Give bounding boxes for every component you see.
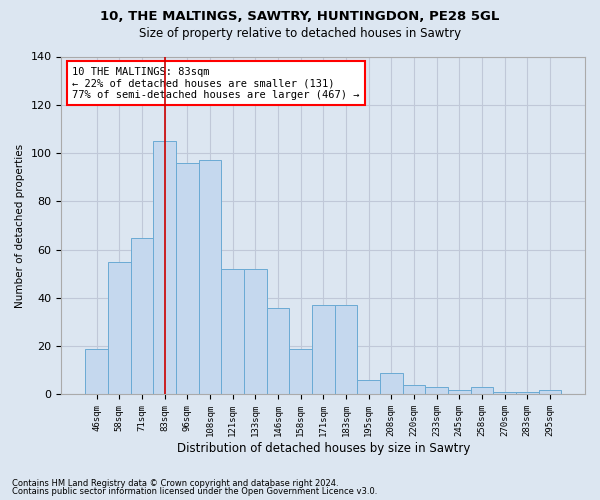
Bar	[176, 162, 199, 394]
Y-axis label: Number of detached properties: Number of detached properties	[15, 144, 25, 308]
Bar	[244, 269, 266, 394]
Text: Size of property relative to detached houses in Sawtry: Size of property relative to detached ho…	[139, 28, 461, 40]
Text: Contains HM Land Registry data © Crown copyright and database right 2024.: Contains HM Land Registry data © Crown c…	[12, 478, 338, 488]
Bar	[403, 385, 425, 394]
Bar	[85, 348, 108, 395]
Text: 10 THE MALTINGS: 83sqm
← 22% of detached houses are smaller (131)
77% of semi-de: 10 THE MALTINGS: 83sqm ← 22% of detached…	[72, 66, 359, 100]
Bar	[425, 387, 448, 394]
Bar	[289, 348, 312, 395]
Text: 10, THE MALTINGS, SAWTRY, HUNTINGDON, PE28 5GL: 10, THE MALTINGS, SAWTRY, HUNTINGDON, PE…	[100, 10, 500, 23]
Bar	[470, 387, 493, 394]
Bar	[221, 269, 244, 394]
Bar	[516, 392, 539, 394]
Bar	[380, 372, 403, 394]
Bar	[493, 392, 516, 394]
Bar	[266, 308, 289, 394]
Bar	[108, 262, 131, 394]
Bar	[153, 141, 176, 395]
X-axis label: Distribution of detached houses by size in Sawtry: Distribution of detached houses by size …	[176, 442, 470, 455]
Bar	[357, 380, 380, 394]
Bar	[335, 305, 357, 394]
Bar	[539, 390, 561, 394]
Bar	[199, 160, 221, 394]
Bar	[312, 305, 335, 394]
Bar	[448, 390, 470, 394]
Text: Contains public sector information licensed under the Open Government Licence v3: Contains public sector information licen…	[12, 487, 377, 496]
Bar	[131, 238, 153, 394]
